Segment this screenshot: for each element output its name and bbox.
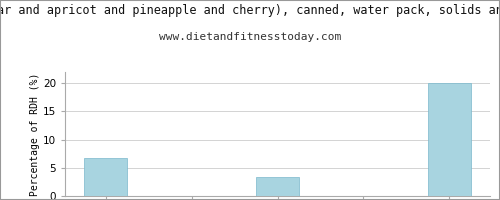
Text: www.dietandfitnesstoday.com: www.dietandfitnesstoday.com bbox=[159, 32, 341, 42]
Y-axis label: Percentage of RDH (%): Percentage of RDH (%) bbox=[30, 72, 40, 196]
Bar bbox=[428, 83, 470, 196]
Text: ar and apricot and pineapple and cherry), canned, water pack, solids an: ar and apricot and pineapple and cherry)… bbox=[0, 4, 500, 17]
Bar bbox=[256, 177, 299, 196]
Bar bbox=[84, 158, 127, 196]
